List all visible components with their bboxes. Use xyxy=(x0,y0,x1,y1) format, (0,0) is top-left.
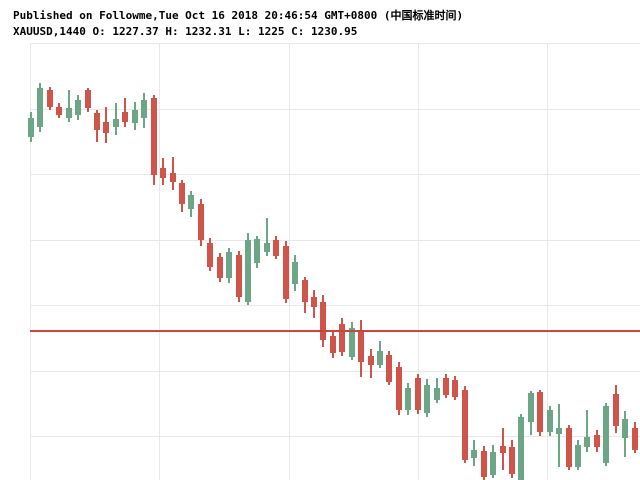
candle-body xyxy=(94,113,100,130)
candle-body xyxy=(612,394,619,426)
candle-body xyxy=(358,331,365,362)
symbol-ohlc-text: XAUUSD,1440 O: 1227.37 H: 1232.31 L: 122… xyxy=(13,25,358,38)
candle-body xyxy=(367,356,374,365)
candle-body xyxy=(424,385,431,413)
candle-body xyxy=(244,240,251,302)
candle-body xyxy=(593,435,600,447)
candle-body xyxy=(556,428,563,434)
gridline-horizontal xyxy=(30,174,640,175)
candle-body xyxy=(122,112,129,122)
published-on-text: Published on Followme,Tue Oct 16 2018 20… xyxy=(13,9,464,22)
gridline-vertical xyxy=(30,43,31,480)
candle-body xyxy=(405,388,412,410)
candle-body xyxy=(386,355,393,382)
candle-body xyxy=(527,393,534,422)
candle-body xyxy=(310,297,317,307)
gridline-vertical xyxy=(159,43,161,480)
candle-body xyxy=(622,419,629,438)
candle-body xyxy=(112,119,119,127)
gridline-horizontal xyxy=(30,436,640,437)
candle-body xyxy=(65,108,72,118)
candle-body xyxy=(584,437,591,447)
candle-body xyxy=(565,428,572,467)
candle-body xyxy=(141,100,148,118)
candle-body xyxy=(339,324,346,352)
candle-wick xyxy=(265,218,268,256)
candle-body xyxy=(263,243,270,252)
candle-body xyxy=(490,452,497,475)
candle-body xyxy=(414,378,421,410)
candle-body xyxy=(216,257,223,278)
candle-body xyxy=(499,446,506,453)
candle-body xyxy=(46,90,53,107)
candle-body xyxy=(37,88,44,127)
candle-body xyxy=(395,367,402,410)
candle-body xyxy=(480,451,487,477)
candle-body xyxy=(282,246,289,299)
price-ref-line xyxy=(30,330,640,332)
candle-body xyxy=(348,328,355,357)
candle-body xyxy=(471,450,478,458)
candle-body xyxy=(461,390,468,460)
candle-body xyxy=(150,98,157,175)
candle-body xyxy=(235,255,242,297)
candle-body xyxy=(207,243,214,267)
candle-body xyxy=(169,173,176,182)
candle-body xyxy=(508,447,515,474)
candle-body xyxy=(28,118,34,137)
candle-body xyxy=(537,392,544,432)
candle-body xyxy=(301,280,308,302)
candle-body xyxy=(103,122,110,133)
candle-wick xyxy=(558,404,561,467)
gridline-vertical xyxy=(418,43,419,480)
candle-body xyxy=(574,445,581,467)
candle-body xyxy=(518,417,525,480)
candle-body xyxy=(197,204,204,240)
gridline-horizontal xyxy=(30,370,640,372)
gridline-vertical xyxy=(288,43,290,480)
gridline-vertical xyxy=(547,43,549,480)
gridline-horizontal xyxy=(30,43,640,44)
candle-body xyxy=(320,302,327,340)
gridline-horizontal xyxy=(30,108,640,110)
candle-body xyxy=(84,90,91,108)
candle-body xyxy=(329,336,336,353)
candle-body xyxy=(56,107,63,115)
candle-body xyxy=(75,100,82,115)
candle-body xyxy=(178,183,185,204)
gridline-horizontal xyxy=(30,239,640,241)
candle-body xyxy=(273,240,280,256)
candle-body xyxy=(131,110,138,123)
candle-wick xyxy=(67,90,70,122)
candle-wick xyxy=(586,410,589,452)
candle-body xyxy=(442,378,449,395)
candle-body xyxy=(226,252,232,278)
candle-body xyxy=(376,351,383,365)
candle-body xyxy=(254,239,261,263)
candle-body xyxy=(546,410,553,432)
candle-body xyxy=(452,380,459,397)
candle-body xyxy=(433,388,440,400)
gridline-horizontal xyxy=(30,305,640,306)
candle-body xyxy=(292,262,298,284)
candle-body xyxy=(631,428,638,450)
candle-body xyxy=(603,406,610,463)
candle-body xyxy=(160,168,166,178)
candle-body xyxy=(188,195,195,209)
